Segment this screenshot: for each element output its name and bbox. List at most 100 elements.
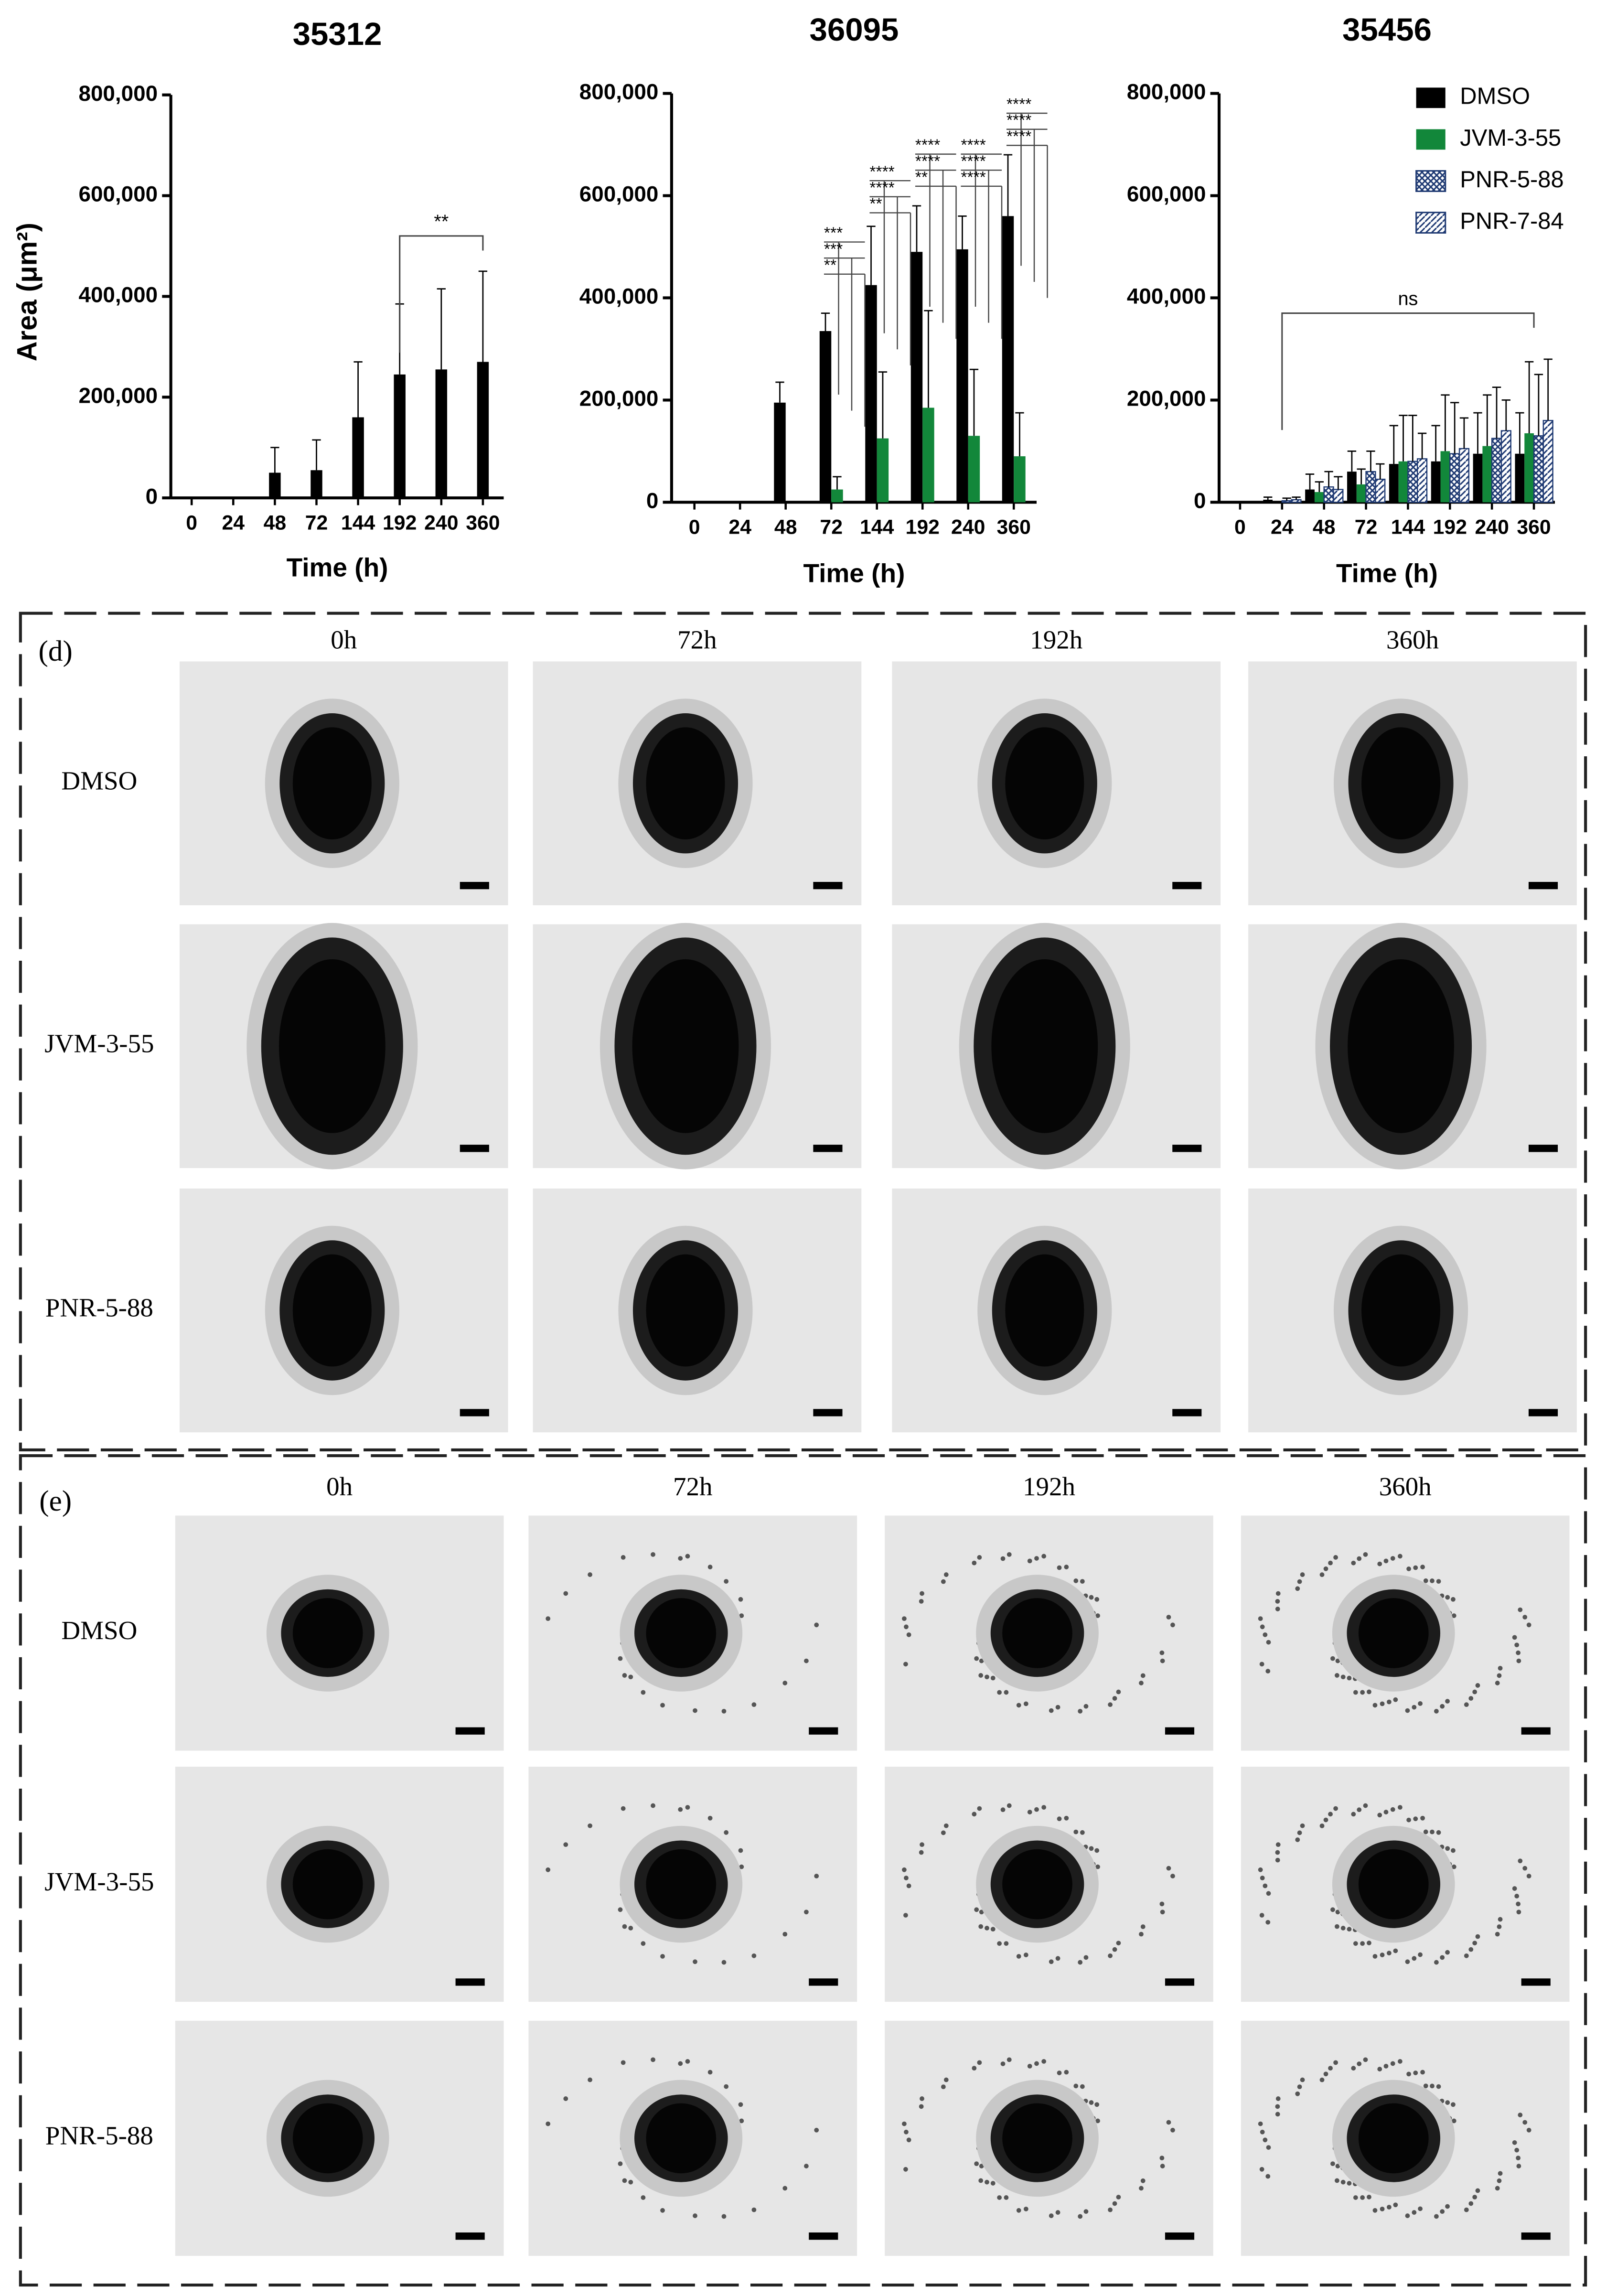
x-tick-label: 48 [264,512,287,535]
micrograph-speck [751,1702,757,1707]
y-tick-label: 800,000 [1127,80,1206,104]
spheroid-core [1358,1849,1429,1920]
legend-swatch [1415,170,1446,192]
micrograph-speck [693,1959,697,1964]
micrograph-speck [977,2060,982,2065]
significance-label: *** [824,225,843,242]
micrograph-speck [1526,1874,1531,1878]
x-tick-label: 24 [728,516,751,539]
scale-bar [1528,1145,1558,1152]
y-tick-label: 800,000 [78,81,158,106]
x-tick-label: 192 [383,512,417,535]
micrograph-speck [1263,1883,1268,1888]
significance-label: *** [824,240,843,258]
micrograph-speck [1323,1817,1328,1823]
error-bar [878,371,888,439]
bar [1440,451,1450,503]
micrograph-speck [1464,2207,1469,2212]
micrograph-speck [1335,1658,1340,1663]
micrograph-speck [978,2178,984,2183]
micrograph-speck [782,1931,788,1937]
micrograph-speck [751,2207,757,2212]
x-tick-label: 240 [1475,516,1509,539]
micrograph-speck [1522,1615,1528,1620]
micrograph-speck [804,1658,809,1663]
micrograph-speck [1300,2077,1305,2082]
micrograph-speck [618,1656,623,1661]
micrograph-speck [1512,1886,1517,1891]
micrograph-speck [707,1815,713,1821]
micrograph-speck [1353,1941,1358,1946]
micrograph-speck [974,1656,979,1661]
micrograph-speck [1451,2118,1456,2124]
bar [1002,216,1014,503]
micrograph-speck [678,2061,683,2066]
error-bar [1263,496,1273,500]
micrograph-speck [1464,1702,1469,1707]
micrograph-speck [814,1874,819,1878]
micrograph-speck [814,2127,819,2133]
micrograph-speck [1526,1622,1531,1628]
micrograph-speck [1041,2059,1047,2064]
bar [1524,433,1534,503]
micrograph-speck [1078,1709,1083,1714]
micrograph-speck [972,1560,977,1566]
micrograph-speck [1023,1953,1028,1957]
error-bar [270,447,279,473]
micrograph-speck [1393,1948,1398,1953]
chart-title: 36095 [810,12,899,48]
micrograph-speck [1258,2121,1263,2126]
x-tick-label: 240 [951,516,985,539]
x-tick-label: 24 [222,512,245,535]
micrograph-speck [1522,2120,1528,2125]
y-tick-label: 200,000 [579,386,659,411]
bar [1365,471,1376,503]
micrograph-speck [651,1803,655,1808]
micrograph-speck [1041,1805,1047,1810]
micrograph-speck [1495,1681,1500,1685]
error-bar [1515,412,1524,454]
micrograph-speck [1004,1690,1009,1695]
y-tick-label: 400,000 [78,283,158,307]
micrograph-speck [563,1591,568,1596]
micrograph-speck [904,2129,909,2135]
micrograph-speck [622,1924,627,1929]
micrograph-speck [1016,2208,1021,2213]
micrograph-speck [1420,1565,1425,1569]
bar [831,489,843,503]
x-tick-label: 144 [1391,516,1425,539]
micrograph-speck [978,1673,984,1678]
micrograph-speck [1475,1683,1480,1688]
micrograph-speck [1451,1597,1456,1602]
micrograph-speck [1451,2102,1456,2107]
micrograph-speck [1266,1891,1271,1896]
micrograph-speck [1335,2164,1340,2168]
bar [1515,453,1525,503]
micrograph-speck [1006,1552,1012,1557]
micrograph-speck [1464,1953,1469,1958]
error-bar [1003,154,1013,216]
spheroid-core [646,1849,717,1920]
micrograph-speck [1266,2145,1271,2150]
x-axis-label: Time (h) [803,558,905,588]
micrograph-speck [1398,1554,1403,1559]
micrograph-speck [1516,1658,1521,1663]
legend-label: PNR-7-84 [1460,208,1563,234]
micrograph-speck [904,1624,909,1630]
micrograph-speck [724,1830,729,1835]
scale-bar [460,881,489,890]
micrograph-speck [739,2118,744,2124]
column-header: 0h [331,625,357,654]
bar [435,369,448,498]
micrograph-speck [1412,2210,1417,2215]
micrograph-speck [1275,1599,1280,1604]
micrograph-speck [977,1806,982,1811]
y-tick-label: 600,000 [78,182,158,206]
panel-frame [19,1454,1587,2287]
spheroid-core [1361,727,1441,840]
micrograph-speck [1089,1846,1094,1851]
micrograph-speck [707,1565,713,1569]
bar [1431,461,1441,503]
micrograph-speck [1328,1560,1333,1566]
y-tick-label: 800,000 [579,80,659,104]
